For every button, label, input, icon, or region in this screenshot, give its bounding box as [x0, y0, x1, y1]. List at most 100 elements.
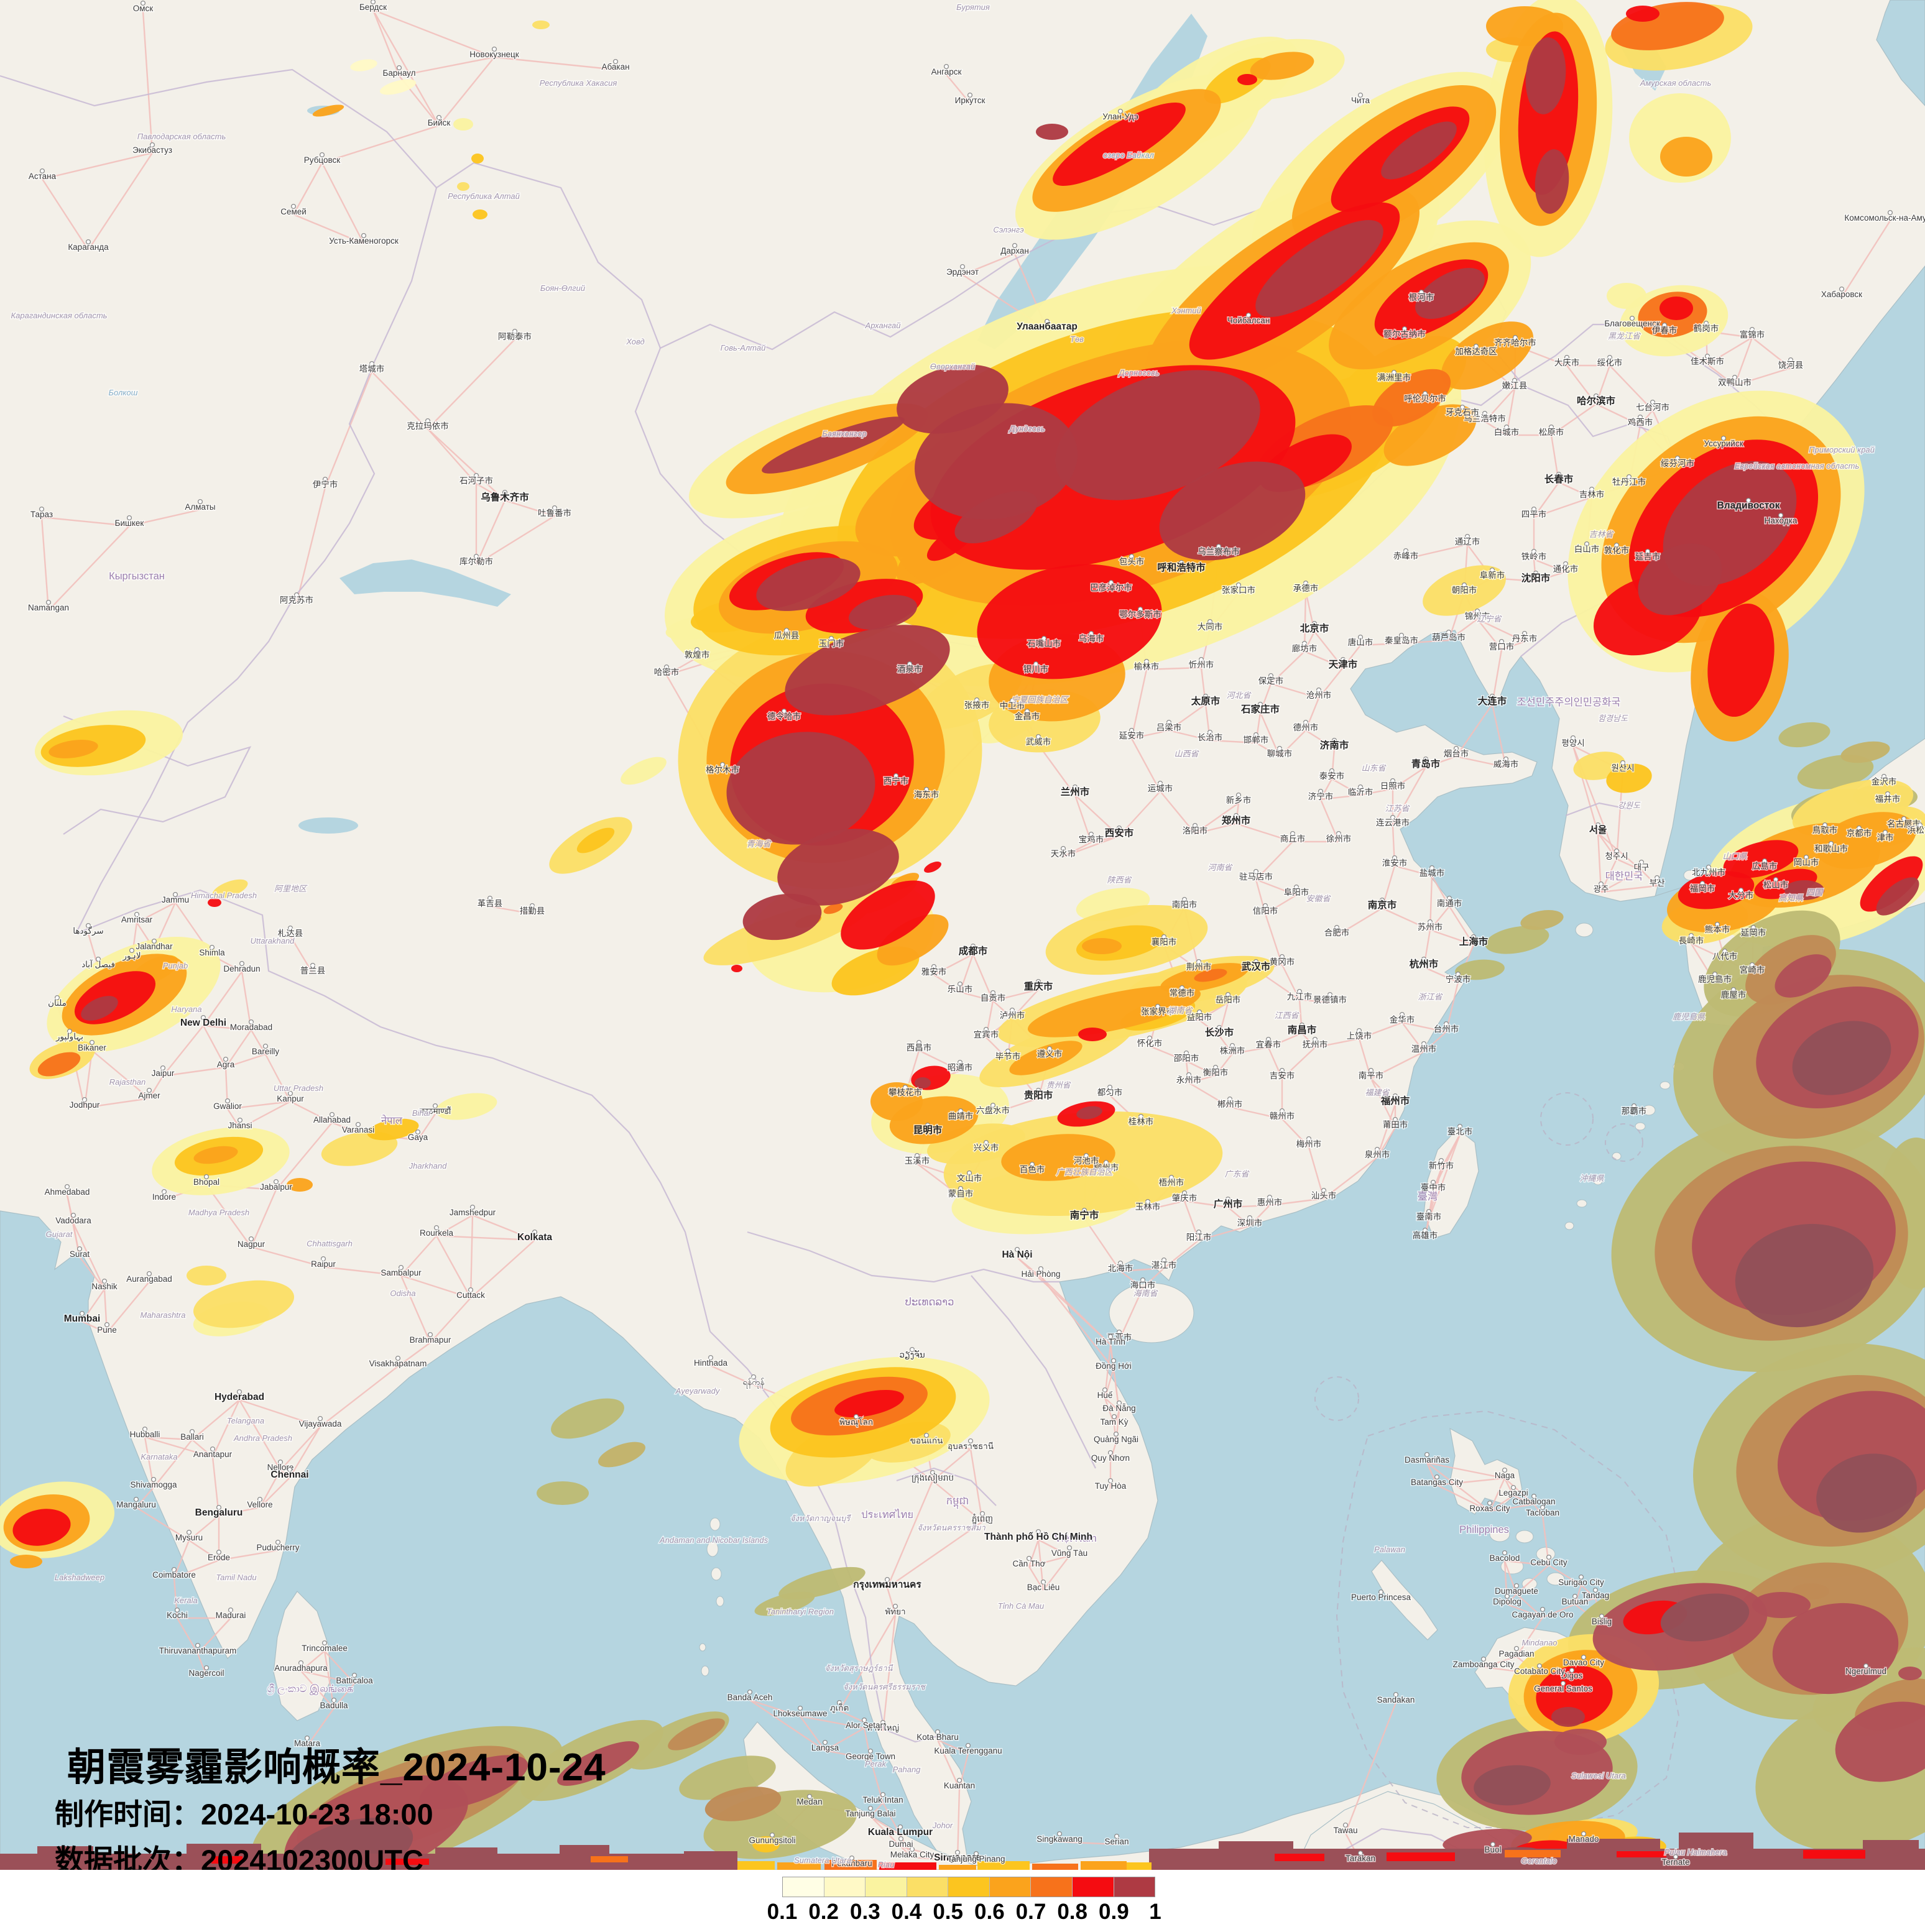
map-label-c: Batangas City — [1411, 1478, 1463, 1487]
city-dot — [1233, 812, 1239, 819]
road-line — [1707, 336, 1753, 366]
road-line — [958, 1753, 969, 1789]
road-line — [959, 991, 994, 1002]
map-label-c: 대구 — [1634, 863, 1650, 872]
city-dot — [1637, 414, 1643, 420]
haze-blob — [1536, 1665, 1613, 1725]
island-ellipse — [1683, 870, 1697, 881]
map-label-c: Langsa — [811, 1743, 839, 1752]
map-title: 朝霞雾霾影响概率_2024-10-24 — [67, 1746, 606, 1789]
city-dot — [1026, 1555, 1032, 1562]
map-label-b: 郑州市 — [1222, 814, 1251, 826]
map-canvas[interactable]: Омск Бердск Новокузнецк Барнаул Бийск Абакан Р… — [0, 0, 1925, 1870]
map-label-c: Tanjung Pinang — [947, 1854, 1005, 1864]
map-label-r: 江苏省 — [1385, 804, 1410, 813]
road-line — [1218, 1002, 1229, 1036]
haze-blob — [1638, 543, 1722, 615]
road-line — [475, 500, 506, 565]
map-label-b: 呼和浩特市 — [1157, 561, 1206, 573]
island-ellipse — [1515, 1530, 1534, 1543]
haze-blob — [1441, 321, 1534, 390]
map-label-c: 熊本市 — [1705, 924, 1730, 934]
map-label-r: Карагандинская область — [11, 311, 108, 320]
strip-rect — [560, 1845, 609, 1855]
map-label-c: 锦州市 — [1465, 611, 1490, 621]
city-dot — [1620, 760, 1626, 766]
map-label-c: 沧州市 — [1306, 690, 1332, 700]
map-label-r: Bihar — [412, 1108, 432, 1118]
map-label-c: 文山市 — [957, 1173, 982, 1183]
map-label-r: 山西省 — [1174, 749, 1199, 758]
city-dot — [708, 1355, 714, 1361]
haze-blob — [537, 1481, 589, 1505]
city-dot — [275, 1539, 281, 1545]
haze-blob — [1778, 722, 1830, 748]
production-time-value: 2024-10-23 18:00 — [201, 1798, 433, 1831]
haze-blob — [1772, 1603, 1899, 1695]
city-dot — [1732, 374, 1738, 380]
road-line — [106, 1281, 150, 1333]
map-label-c: 桂林市 — [1129, 1116, 1154, 1126]
road-line — [1163, 1240, 1199, 1269]
road-line — [259, 1477, 290, 1508]
map-label-r: 강원도 — [1618, 801, 1641, 810]
road-line — [1370, 1051, 1424, 1080]
map-label-c: 绥芬河市 — [1661, 458, 1694, 468]
road-line — [1319, 799, 1340, 842]
map-label-c: 吉林市 — [1579, 489, 1605, 499]
map-label-c: Allahabad — [313, 1115, 351, 1125]
city-dot — [1391, 369, 1397, 375]
city-dot — [304, 1735, 310, 1741]
city-dot — [909, 1346, 915, 1353]
map-label-w: Болкош — [109, 388, 138, 397]
city-dot — [1482, 410, 1488, 416]
city-dot — [1157, 780, 1163, 786]
city-dot — [1546, 1554, 1552, 1560]
road-line — [144, 1436, 193, 1441]
map-label-r: Andhra Pradesh — [233, 1433, 292, 1443]
haze-blob — [752, 1836, 780, 1852]
haze-blob — [754, 1591, 815, 1616]
city-dot — [248, 1236, 254, 1242]
road-line — [250, 1189, 277, 1248]
map-label-r: Pulau Halmahera — [1664, 1847, 1727, 1857]
road-line — [1336, 907, 1383, 937]
road-line — [1707, 364, 1735, 386]
haze-blob — [1660, 137, 1712, 177]
haze-blob — [1660, 297, 1693, 320]
road-line — [1319, 778, 1333, 800]
eez-circle — [1605, 1123, 1643, 1162]
city-dot — [967, 92, 973, 98]
haze-blob — [367, 1118, 419, 1141]
map-label-c: Shimla — [199, 948, 225, 957]
haze-blob — [1835, 1701, 1925, 1782]
city-dot — [1531, 1493, 1537, 1499]
map-label-c: Ajmer — [138, 1091, 160, 1100]
island-ellipse — [1593, 1177, 1603, 1185]
city-dot — [1318, 788, 1324, 794]
map-label-c: 佳木斯市 — [1691, 356, 1724, 366]
city-dot — [1181, 1190, 1188, 1196]
map-label-r: Республика Хакасия — [540, 78, 617, 88]
haze-blob — [1009, 1041, 1083, 1075]
city-dot — [95, 956, 101, 962]
city-dot — [1303, 580, 1309, 586]
city-dot — [1645, 548, 1651, 554]
legend-cell — [824, 1877, 866, 1897]
road-line — [1255, 742, 1280, 758]
legend-cell — [1031, 1877, 1073, 1897]
map-label-b: Singapore — [934, 1852, 981, 1863]
city-dot — [1212, 1064, 1219, 1070]
haze-blob — [1036, 124, 1068, 140]
road-line — [1063, 835, 1120, 858]
road-line — [1360, 642, 1402, 646]
road-line — [1160, 791, 1196, 834]
haze-blob — [208, 898, 221, 907]
city-dot — [822, 1739, 828, 1746]
haze-blob — [1076, 1106, 1102, 1120]
map-label-c: 玉林市 — [1135, 1202, 1161, 1212]
city-dot — [160, 1065, 166, 1071]
city-dot — [1885, 791, 1891, 797]
city-dot — [1107, 1084, 1113, 1090]
map-label-c: 德令哈市 — [767, 711, 801, 721]
